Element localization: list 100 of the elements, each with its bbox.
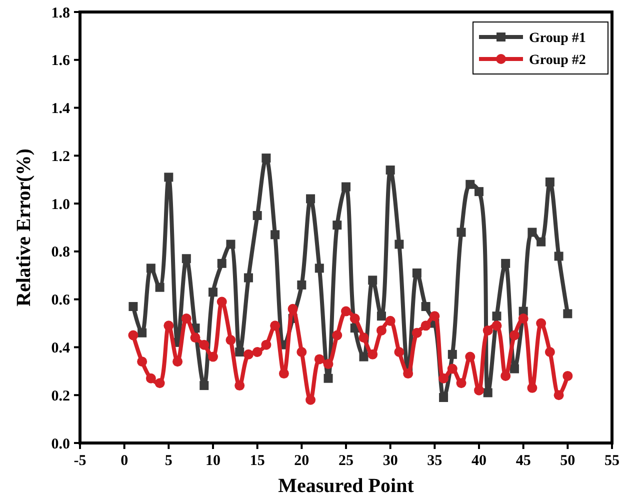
- legend-label: Group #2: [529, 52, 586, 68]
- point: [262, 154, 271, 163]
- point: [456, 228, 466, 237]
- point: [172, 356, 183, 367]
- point: [554, 390, 564, 400]
- point: [544, 347, 555, 358]
- point: [243, 349, 254, 360]
- point: [359, 352, 368, 362]
- point: [368, 276, 378, 285]
- point: [208, 288, 218, 297]
- point: [324, 374, 333, 383]
- y-tick-label: 1.6: [51, 53, 70, 70]
- point: [342, 182, 350, 192]
- point: [252, 347, 262, 358]
- point: [154, 378, 165, 388]
- point: [146, 264, 156, 273]
- y-tick-label: 1.0: [51, 196, 70, 213]
- point: [306, 394, 316, 405]
- point: [466, 180, 475, 189]
- point: [261, 340, 272, 350]
- point: [536, 318, 546, 328]
- point: [554, 252, 564, 261]
- point: [146, 373, 156, 384]
- x-tick-label: 30: [382, 453, 398, 469]
- point: [164, 172, 174, 182]
- point: [430, 311, 440, 322]
- point: [190, 332, 200, 343]
- point: [270, 320, 280, 331]
- point: [226, 335, 236, 346]
- x-tick-label: 5: [164, 453, 172, 469]
- point: [314, 354, 324, 364]
- point: [332, 220, 342, 230]
- y-tick-label: 1.2: [51, 148, 70, 165]
- x-tick-label: 25: [338, 453, 354, 469]
- point: [492, 312, 502, 321]
- point: [403, 368, 414, 379]
- point: [252, 211, 262, 220]
- point: [518, 313, 528, 324]
- x-tick-label: 40: [472, 453, 486, 469]
- point: [296, 347, 307, 358]
- point: [509, 330, 520, 340]
- point: [385, 316, 396, 326]
- point: [181, 313, 192, 324]
- point: [128, 330, 138, 340]
- point: [208, 352, 218, 362]
- point: [394, 240, 404, 249]
- x-tick-label: 10: [206, 453, 220, 469]
- point: [474, 187, 484, 196]
- x-tick-label: 20: [294, 453, 310, 469]
- point: [439, 393, 448, 402]
- point: [421, 302, 430, 312]
- point: [412, 328, 422, 338]
- point: [226, 240, 236, 249]
- x-tick-label: 45: [516, 453, 531, 469]
- x-tick-label: 50: [560, 453, 576, 469]
- point: [128, 302, 138, 312]
- y-tick-label: 1.4: [51, 101, 70, 118]
- point: [510, 364, 519, 374]
- point: [563, 309, 572, 318]
- point: [332, 330, 342, 340]
- point: [482, 325, 493, 336]
- point: [368, 349, 378, 360]
- point: [137, 356, 148, 367]
- y-tick-label: 1.8: [51, 5, 70, 22]
- point: [138, 328, 147, 338]
- point: [448, 350, 457, 359]
- point: [341, 306, 351, 316]
- point: [217, 258, 226, 268]
- x-axis-title: Measured Point: [278, 475, 414, 497]
- y-tick-label: 0.2: [51, 388, 70, 404]
- point: [358, 332, 369, 343]
- point: [562, 370, 573, 381]
- x-tick-label: 15: [250, 453, 265, 469]
- point: [420, 320, 431, 331]
- point: [545, 178, 554, 187]
- point: [164, 320, 174, 331]
- point: [234, 380, 245, 391]
- point: [270, 230, 280, 240]
- legend-label: Group #1: [529, 30, 586, 46]
- point: [297, 280, 306, 290]
- point: [527, 382, 538, 393]
- point: [376, 325, 386, 336]
- point: [350, 313, 360, 324]
- point: [155, 282, 164, 292]
- x-tick-label: 55: [604, 453, 620, 469]
- point: [244, 273, 253, 282]
- point: [235, 348, 244, 357]
- y-axis-title: Relative Error(%): [13, 148, 35, 306]
- point: [438, 373, 449, 384]
- point: [456, 378, 466, 388]
- y-tick-label: 0.6: [51, 292, 70, 309]
- point: [386, 166, 395, 175]
- point: [447, 364, 458, 374]
- point: [323, 358, 334, 369]
- point: [412, 268, 422, 278]
- y-tick-label: 0.0: [51, 436, 70, 452]
- x-tick-label: -5: [74, 453, 86, 469]
- point: [465, 352, 476, 362]
- point: [199, 340, 210, 350]
- y-tick-label: 0.8: [51, 244, 70, 261]
